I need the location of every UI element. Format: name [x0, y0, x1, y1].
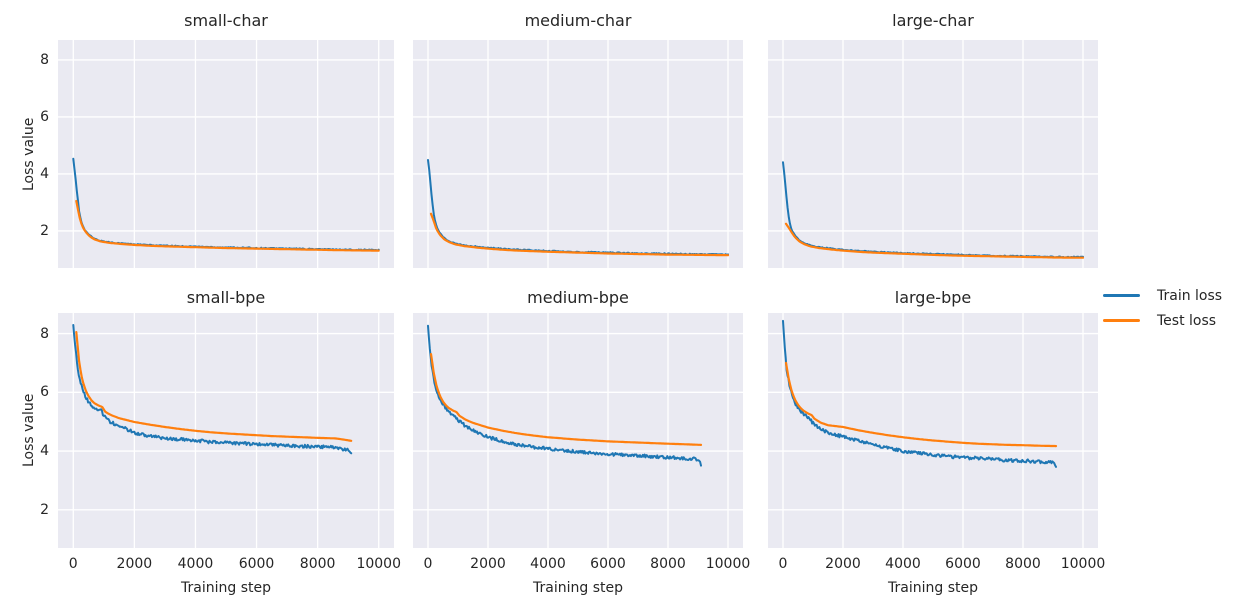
x-tick-label: 10000 — [1060, 556, 1106, 572]
y-axis-label-row1: Loss value — [21, 117, 37, 191]
y-tick-label: 8 — [40, 325, 49, 342]
y-tick-label: 4 — [40, 443, 49, 460]
subplot-large-bpe: large-bpe 0 2000 4000 6000 8000 10000 — [768, 288, 1105, 572]
train-loss-line-swatch — [1103, 294, 1140, 297]
x-tick-label: 0 — [423, 556, 433, 572]
x-tick-label: 2000 — [470, 556, 506, 572]
y-tick-label: 2 — [40, 501, 49, 518]
x-tick-label: 6000 — [590, 556, 626, 572]
x-tick-label: 4000 — [885, 556, 921, 572]
x-tick-label: 4000 — [530, 556, 566, 572]
subplot-small-char: small-char 2 4 6 8 — [40, 11, 394, 268]
y-axis-label-row2: Loss value — [21, 393, 37, 467]
x-tick-label: 2000 — [116, 556, 153, 572]
x-axis-label-col3: Training step — [888, 580, 978, 596]
x-tick-label: 2000 — [825, 556, 861, 572]
legend: Train loss Test loss — [1103, 283, 1222, 333]
x-tick-label: 10000 — [705, 556, 751, 572]
x-tick-label: 8000 — [299, 556, 336, 572]
subplot-medium-bpe: medium-bpe 0 2000 4000 6000 8000 10000 — [413, 288, 750, 572]
x-tick-label: 10000 — [356, 556, 401, 572]
plot-area-large-bpe — [768, 313, 1098, 548]
x-tick-label: 8000 — [1005, 556, 1041, 572]
x-tick-label: 0 — [778, 556, 788, 572]
y-tick-label: 6 — [40, 108, 49, 125]
legend-label-test-loss: Test loss — [1157, 312, 1217, 329]
legend-item-test-loss: Test loss — [1103, 308, 1222, 333]
subplot-title-large-bpe: large-bpe — [894, 288, 972, 307]
x-axis-label-col1: Training step — [181, 580, 271, 596]
y-tick-label: 4 — [40, 165, 49, 182]
plot-area-medium-bpe — [413, 313, 743, 548]
test-loss-line-swatch — [1103, 319, 1140, 322]
x-axis-label-col2: Training step — [533, 580, 623, 596]
subplot-title-small-char: small-char — [184, 11, 268, 30]
x-tick-label: 0 — [68, 556, 78, 572]
subplot-title-medium-bpe: medium-bpe — [527, 288, 629, 307]
plot-area-small-char — [58, 40, 394, 268]
plot-area-medium-char — [413, 40, 743, 268]
subplot-title-large-char: large-char — [892, 11, 974, 30]
x-tick-label: 8000 — [650, 556, 686, 572]
y-tick-label: 2 — [40, 222, 49, 239]
legend-label-train-loss: Train loss — [1157, 287, 1223, 304]
subplot-medium-char: medium-char — [413, 11, 743, 268]
subplot-title-medium-char: medium-char — [524, 11, 632, 30]
y-tick-label: 6 — [40, 384, 49, 401]
x-tick-label: 6000 — [238, 556, 275, 572]
plot-area-small-bpe — [58, 313, 394, 548]
subplot-small-bpe: small-bpe 0 2000 4000 6000 8000 10000 2 4 6 8 — [40, 288, 401, 572]
x-tick-label: 4000 — [177, 556, 214, 572]
subplot-large-char: large-char — [768, 11, 1098, 268]
y-tick-label: 8 — [40, 51, 49, 68]
subplot-title-small-bpe: small-bpe — [186, 288, 266, 307]
plot-area-large-char — [768, 40, 1098, 268]
x-tick-label: 6000 — [945, 556, 981, 572]
legend-item-train-loss: Train loss — [1103, 283, 1222, 308]
